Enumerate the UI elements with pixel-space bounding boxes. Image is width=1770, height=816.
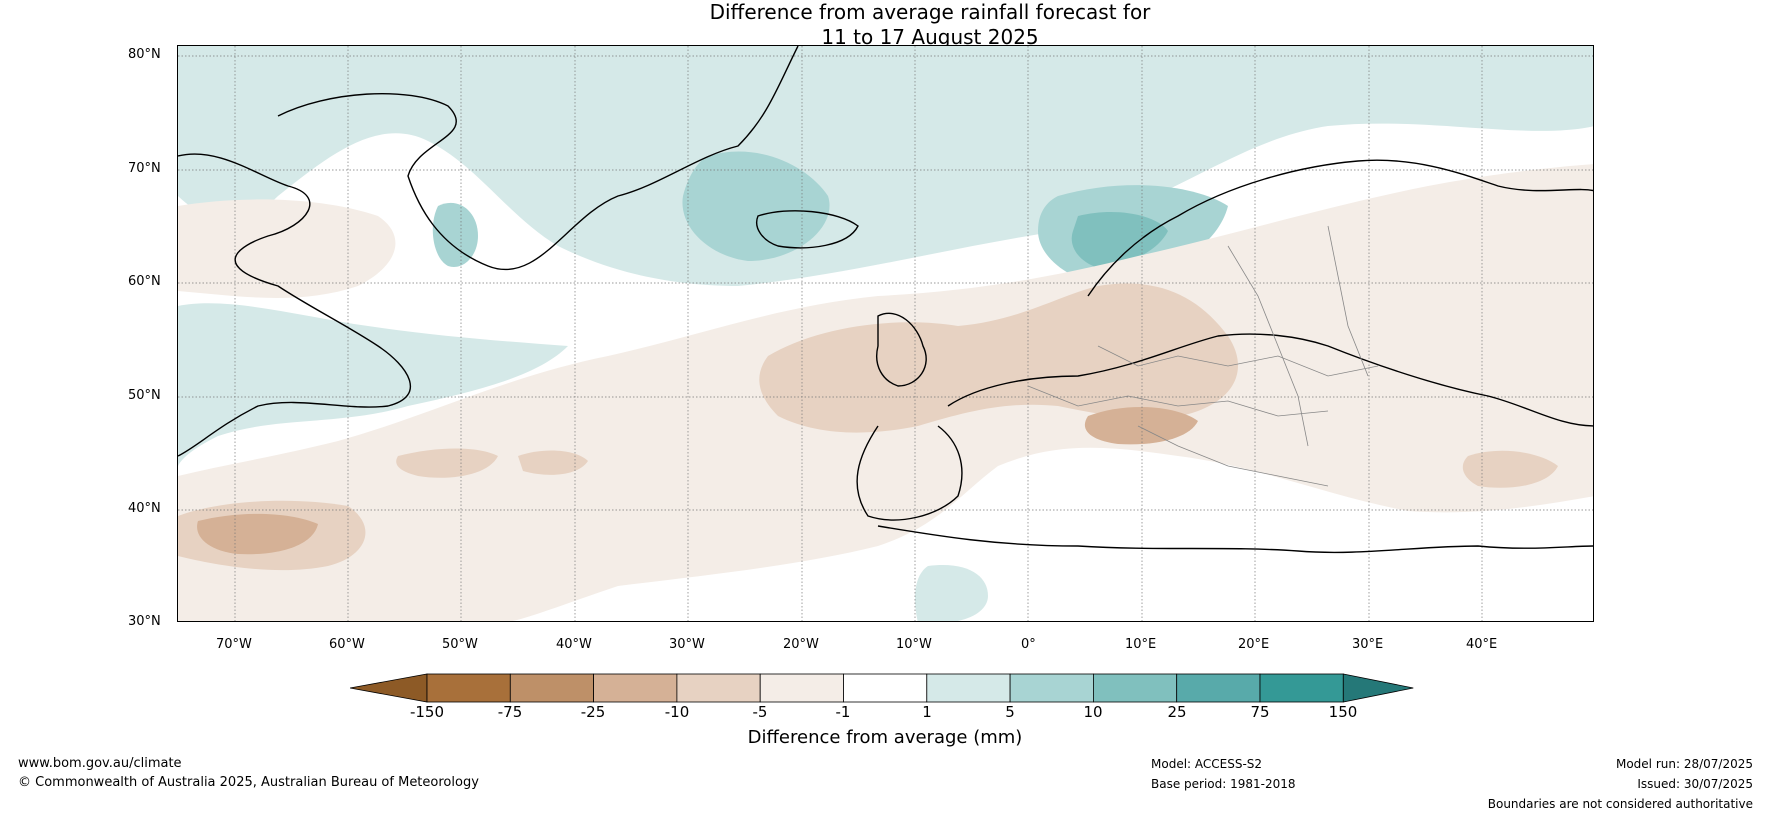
- dry-region-europe: [759, 283, 1238, 433]
- colorbar-segment-8: [1093, 673, 1178, 703]
- rainfall-anomaly-map: [177, 45, 1594, 622]
- lon-label-60w: 60°W: [329, 637, 365, 652]
- colorbar-segment-0: [426, 673, 511, 703]
- colorbar-segment-1: [509, 673, 595, 703]
- cbar-tick-11: 150: [1328, 703, 1358, 721]
- footer-website[interactable]: www.bom.gov.au/climate: [18, 756, 182, 771]
- canada-coast: [178, 153, 411, 457]
- med-coast: [877, 525, 1593, 554]
- colorbar-segment-10: [1259, 673, 1344, 703]
- footer-issued: Issued: 30/07/2025: [1637, 777, 1753, 791]
- cbar-tick-8: 10: [1083, 703, 1103, 721]
- anomaly-fills: [178, 46, 1593, 621]
- dry-region-atlantic-patch-2: [518, 450, 588, 475]
- lat-label-40n: 40°N: [128, 501, 161, 516]
- cbar-tick-2: -25: [580, 703, 606, 721]
- iberia-coast: [856, 425, 963, 521]
- colorbar-segment-4: [759, 673, 844, 703]
- dry-region-subtropics-core: [197, 513, 318, 555]
- footer-base-period: Base period: 1981-2018: [1151, 777, 1296, 791]
- lon-label-20w: 20°W: [783, 637, 819, 652]
- lat-label-50n: 50°N: [128, 388, 161, 403]
- lat-label-30n: 30°N: [128, 614, 161, 629]
- lon-label-40e: 40°E: [1466, 637, 1498, 652]
- wet-region-norway-core: [1071, 211, 1168, 268]
- greenland-coast: [277, 46, 799, 271]
- iceland-coast: [756, 210, 859, 249]
- lat-label-60n: 60°N: [128, 274, 161, 289]
- scandinavia-coast: [1087, 159, 1593, 297]
- map-svg: [178, 46, 1593, 621]
- gridlines: [178, 46, 1593, 621]
- footer-model-run: Model run: 28/07/2025: [1615, 757, 1753, 771]
- lat-label-70n: 70°N: [128, 161, 161, 176]
- dry-region-atlantic-patch: [396, 448, 498, 478]
- colorbar-title: Difference from average (mm): [747, 727, 1023, 748]
- wet-region-arctic: [178, 46, 1593, 286]
- colorbar-segment-3: [676, 673, 761, 703]
- cbar-tick-1: -75: [497, 703, 523, 721]
- lon-label-30w: 30°W: [669, 637, 705, 652]
- dry-region-black-sea: [1462, 450, 1558, 488]
- lon-label-10w: 10°W: [896, 637, 932, 652]
- cbar-tick-5: -1: [835, 703, 851, 721]
- europe-coast: [947, 333, 1593, 427]
- lon-label-30e: 30°E: [1352, 637, 1384, 652]
- colorbar-segment-9: [1176, 673, 1261, 703]
- cbar-tick-10: 75: [1250, 703, 1270, 721]
- footer-model: Model: ACCESS-S2: [1151, 757, 1263, 771]
- title-line-1: Difference from average rainfall forecas…: [709, 0, 1151, 24]
- coastlines: [178, 46, 1593, 554]
- cbar-tick-4: -5: [752, 703, 768, 721]
- cbar-tick-6: 1: [922, 703, 932, 721]
- map-title: Difference from average rainfall forecas…: [630, 0, 1230, 50]
- colorbar-segment-2: [593, 673, 678, 703]
- colorbar: [350, 673, 1414, 703]
- footer-disclaimer: Boundaries are not considered authoritat…: [1487, 797, 1753, 811]
- lon-label-20e: 20°E: [1238, 637, 1270, 652]
- cbar-tick-7: 5: [1005, 703, 1015, 721]
- wet-region-iceland: [682, 151, 830, 261]
- lon-label-0: 0°: [1021, 637, 1036, 652]
- wet-region-north-africa: [915, 565, 988, 621]
- lon-label-50w: 50°W: [442, 637, 478, 652]
- footer-copyright: © Commonwealth of Australia 2025, Austra…: [18, 775, 479, 790]
- wet-region-labrador: [178, 303, 568, 466]
- country-borders: [1027, 225, 1379, 487]
- colorbar-segment-6: [926, 673, 1011, 703]
- colorbar-extend-low: [350, 673, 428, 703]
- britain-coast: [876, 312, 927, 387]
- lon-label-40w: 40°W: [556, 637, 592, 652]
- colorbar-segment-5: [843, 673, 928, 703]
- lon-label-10e: 10°E: [1125, 637, 1157, 652]
- lat-label-80n: 80°N: [128, 47, 161, 62]
- dry-region-canada: [178, 199, 396, 298]
- colorbar-extend-high: [1342, 673, 1414, 703]
- cbar-tick-9: 25: [1167, 703, 1187, 721]
- colorbar-segments: [350, 673, 1414, 703]
- dry-region-alps: [1084, 406, 1198, 445]
- cbar-tick-3: -10: [664, 703, 690, 721]
- wet-region-greenland-west: [432, 202, 478, 267]
- colorbar-segment-7: [1009, 673, 1094, 703]
- lon-label-70w: 70°W: [216, 637, 252, 652]
- cbar-tick-0: -150: [409, 703, 445, 721]
